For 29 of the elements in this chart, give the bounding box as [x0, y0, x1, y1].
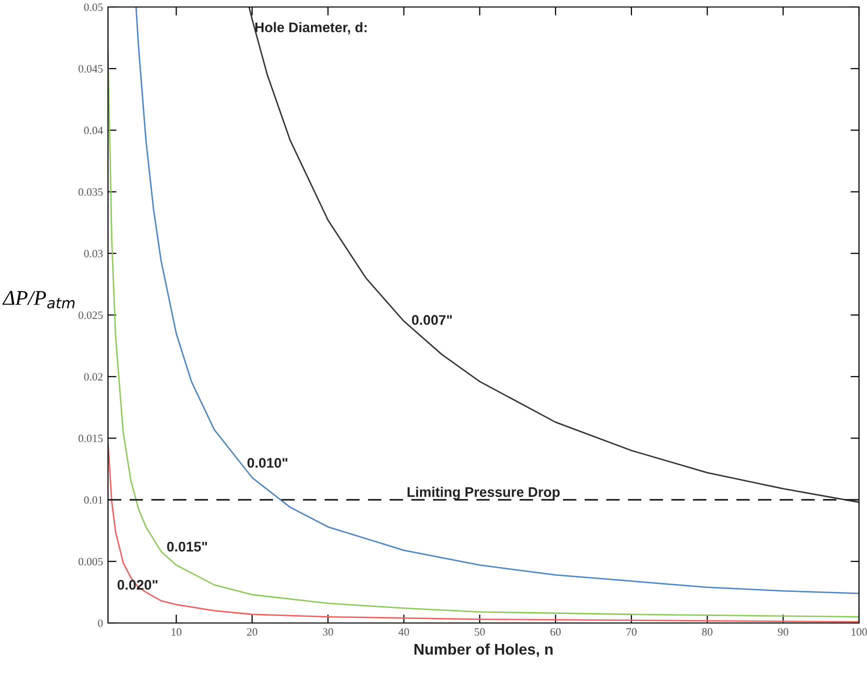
x-tick-label: 90 [778, 628, 788, 636]
x-axis-title: Number of Holes, n [414, 643, 553, 657]
x-tick-label: 80 [702, 628, 712, 636]
y-tick-label: 0 [98, 619, 103, 627]
y-tick-label: 0.04 [84, 126, 103, 134]
annotation: 0.007" [412, 315, 452, 325]
x-tick-label: 70 [626, 628, 637, 636]
x-tick-label: 100 [852, 628, 867, 636]
y-tick-label: 0.05 [84, 3, 103, 12]
x-tick-label: 60 [550, 628, 561, 636]
x-tick-label: 40 [398, 628, 409, 636]
x-tick-label: 50 [474, 628, 485, 636]
y-tick-label: 0.015 [78, 434, 103, 442]
y-tick-label: 0.045 [78, 65, 103, 73]
annotation: 0.015" [167, 542, 208, 552]
y-tick-label: 0.005 [78, 558, 103, 566]
y-tick-label: 0.025 [78, 311, 103, 320]
y-axis-title: ΔP/P$_{atm}$ [2, 291, 75, 308]
x-tick-label: 10 [172, 628, 182, 636]
line-series [248, 7, 859, 503]
y-tick-label: 0.035 [78, 188, 103, 196]
x-tick-label: 20 [247, 628, 258, 636]
ref-line-label: Limiting Pressure Drop [408, 486, 560, 500]
annotation: 0.010" [247, 458, 288, 468]
y-tick-label: 0.02 [84, 373, 103, 381]
annotation: Hole Diameter, d: [255, 22, 367, 34]
x-tick-label: 30 [322, 628, 334, 636]
y-tick-label: 0.03 [84, 250, 103, 258]
y-tick-label: 0.01 [84, 496, 102, 504]
